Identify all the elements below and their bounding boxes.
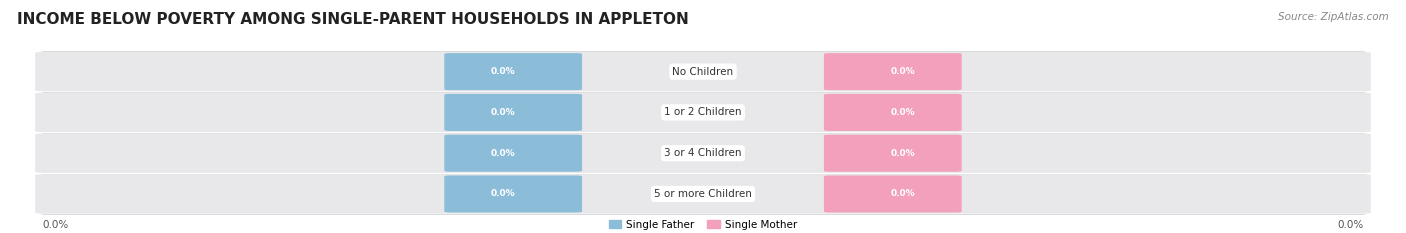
- Text: 5 or more Children: 5 or more Children: [654, 189, 752, 199]
- Text: 0.0%: 0.0%: [890, 149, 915, 158]
- Text: 0.0%: 0.0%: [890, 108, 915, 117]
- FancyBboxPatch shape: [35, 52, 1371, 91]
- Text: Source: ZipAtlas.com: Source: ZipAtlas.com: [1278, 12, 1389, 22]
- Text: 0.0%: 0.0%: [491, 189, 516, 199]
- FancyBboxPatch shape: [444, 94, 582, 131]
- Text: 0.0%: 0.0%: [491, 67, 516, 76]
- Text: 1 or 2 Children: 1 or 2 Children: [664, 107, 742, 117]
- FancyBboxPatch shape: [35, 134, 1371, 173]
- Text: 3 or 4 Children: 3 or 4 Children: [664, 148, 742, 158]
- FancyBboxPatch shape: [824, 175, 962, 212]
- FancyBboxPatch shape: [444, 53, 582, 90]
- FancyBboxPatch shape: [444, 135, 582, 172]
- FancyBboxPatch shape: [824, 94, 962, 131]
- Text: 0.0%: 0.0%: [1337, 220, 1364, 230]
- Text: INCOME BELOW POVERTY AMONG SINGLE-PARENT HOUSEHOLDS IN APPLETON: INCOME BELOW POVERTY AMONG SINGLE-PARENT…: [17, 12, 689, 27]
- FancyBboxPatch shape: [824, 135, 962, 172]
- FancyBboxPatch shape: [35, 174, 1371, 214]
- Text: 0.0%: 0.0%: [890, 67, 915, 76]
- Text: No Children: No Children: [672, 67, 734, 77]
- Legend: Single Father, Single Mother: Single Father, Single Mother: [605, 216, 801, 233]
- FancyBboxPatch shape: [35, 93, 1371, 132]
- Text: 0.0%: 0.0%: [491, 108, 516, 117]
- FancyBboxPatch shape: [824, 53, 962, 90]
- Text: 0.0%: 0.0%: [890, 189, 915, 199]
- Text: 0.0%: 0.0%: [42, 220, 69, 230]
- Text: 0.0%: 0.0%: [491, 149, 516, 158]
- FancyBboxPatch shape: [444, 175, 582, 212]
